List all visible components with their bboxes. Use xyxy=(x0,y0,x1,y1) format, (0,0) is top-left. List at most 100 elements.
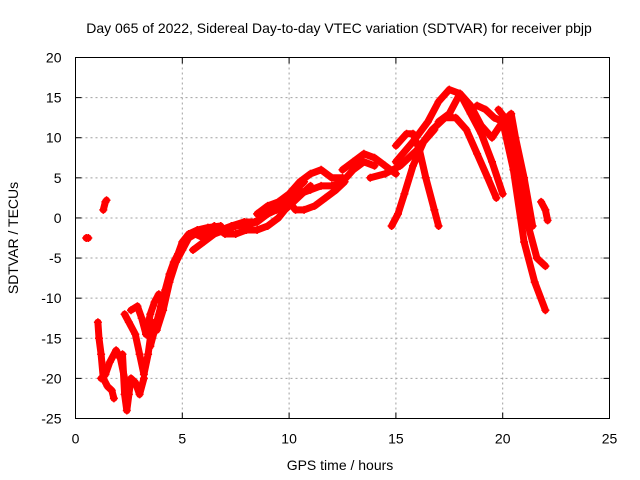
y-tick-label: 5 xyxy=(54,170,62,186)
data-point xyxy=(349,157,358,166)
data-point xyxy=(396,161,405,170)
data-point xyxy=(124,390,133,399)
data-point xyxy=(541,262,550,271)
x-tick-label: 10 xyxy=(281,431,297,447)
data-point xyxy=(434,97,443,106)
data-point xyxy=(120,310,129,319)
data-point xyxy=(137,314,146,323)
series-arc-late-rise-5 xyxy=(494,105,550,271)
data-point xyxy=(285,197,294,206)
data-point xyxy=(133,302,142,311)
data-point xyxy=(184,234,193,242)
data-point xyxy=(210,222,219,230)
data-point xyxy=(445,85,454,94)
data-point xyxy=(451,113,460,122)
data-point xyxy=(321,193,330,202)
data-point xyxy=(445,109,454,118)
data-point xyxy=(93,318,102,327)
data-point xyxy=(507,133,516,142)
data-point xyxy=(131,378,140,387)
data-point xyxy=(152,326,161,335)
data-point xyxy=(84,234,93,242)
data-point xyxy=(317,181,326,190)
series-isolated-points-b xyxy=(99,196,111,214)
data-point xyxy=(381,161,390,170)
data-point xyxy=(400,189,409,198)
data-point xyxy=(274,201,283,210)
x-tick-label: 20 xyxy=(495,431,511,447)
series-arc-mid-6 xyxy=(295,157,379,198)
data-point xyxy=(231,230,240,238)
data-point xyxy=(285,189,294,198)
data-point xyxy=(101,370,110,379)
x-tick-label: 15 xyxy=(388,431,404,447)
data-point xyxy=(338,177,347,186)
series-isolated-points-a xyxy=(82,234,93,242)
data-point xyxy=(481,105,490,114)
data-point xyxy=(295,189,304,198)
data-point xyxy=(189,246,197,254)
x-tick-label: 0 xyxy=(72,431,80,447)
data-point xyxy=(359,157,368,166)
series-trace xyxy=(339,150,400,178)
data-point xyxy=(391,141,400,150)
x-tick-labels: 0 5 10 15 20 25 xyxy=(72,431,618,447)
data-point xyxy=(473,149,482,158)
data-point xyxy=(139,370,148,379)
data-point xyxy=(159,306,168,315)
data-point xyxy=(507,109,516,118)
data-point xyxy=(423,117,432,126)
data-point xyxy=(102,196,111,205)
data-point xyxy=(430,205,439,214)
x-tick-label: 5 xyxy=(178,431,186,447)
data-point xyxy=(250,218,259,226)
data-point xyxy=(144,350,153,359)
y-axis-label: SDTVAR / TECUs xyxy=(5,182,21,294)
data-point xyxy=(370,153,379,162)
data-point xyxy=(203,228,212,237)
data-point xyxy=(492,193,501,202)
data-point xyxy=(131,330,140,339)
x-tick-label: 25 xyxy=(602,431,618,447)
data-point xyxy=(99,205,108,214)
data-point xyxy=(488,157,496,166)
data-point xyxy=(520,238,529,246)
y-tick-label: -25 xyxy=(41,411,61,427)
y-tick-label: 20 xyxy=(46,50,62,66)
data-point xyxy=(124,318,133,327)
data-point xyxy=(306,169,315,178)
grid-lines xyxy=(75,57,610,419)
data-point xyxy=(135,350,144,359)
data-point xyxy=(242,226,251,234)
data-point xyxy=(253,226,262,234)
data-point xyxy=(263,222,272,230)
data-point xyxy=(118,350,127,359)
data-point xyxy=(434,117,443,126)
data-point xyxy=(338,165,347,174)
data-point xyxy=(500,113,509,122)
data-point xyxy=(494,105,503,114)
data-point xyxy=(498,189,507,198)
data-point xyxy=(103,382,112,391)
series-arc-mid-7 xyxy=(338,149,400,178)
data-point xyxy=(490,113,499,122)
data-point xyxy=(456,89,464,98)
data-point xyxy=(317,165,326,174)
data-point xyxy=(221,230,229,238)
data-point xyxy=(543,216,552,225)
data-point xyxy=(146,310,155,319)
data-point xyxy=(240,218,249,226)
data-point xyxy=(394,209,402,218)
y-tick-label: -10 xyxy=(41,290,61,306)
data-point xyxy=(413,145,422,154)
y-tick-label: 15 xyxy=(46,90,62,106)
data-point xyxy=(146,342,155,351)
data-point xyxy=(391,157,400,166)
data-point xyxy=(127,306,135,315)
data-point xyxy=(107,386,116,395)
plot-frame xyxy=(75,57,610,419)
data-point xyxy=(462,125,471,134)
data-point xyxy=(253,209,262,218)
data-point xyxy=(127,374,135,383)
